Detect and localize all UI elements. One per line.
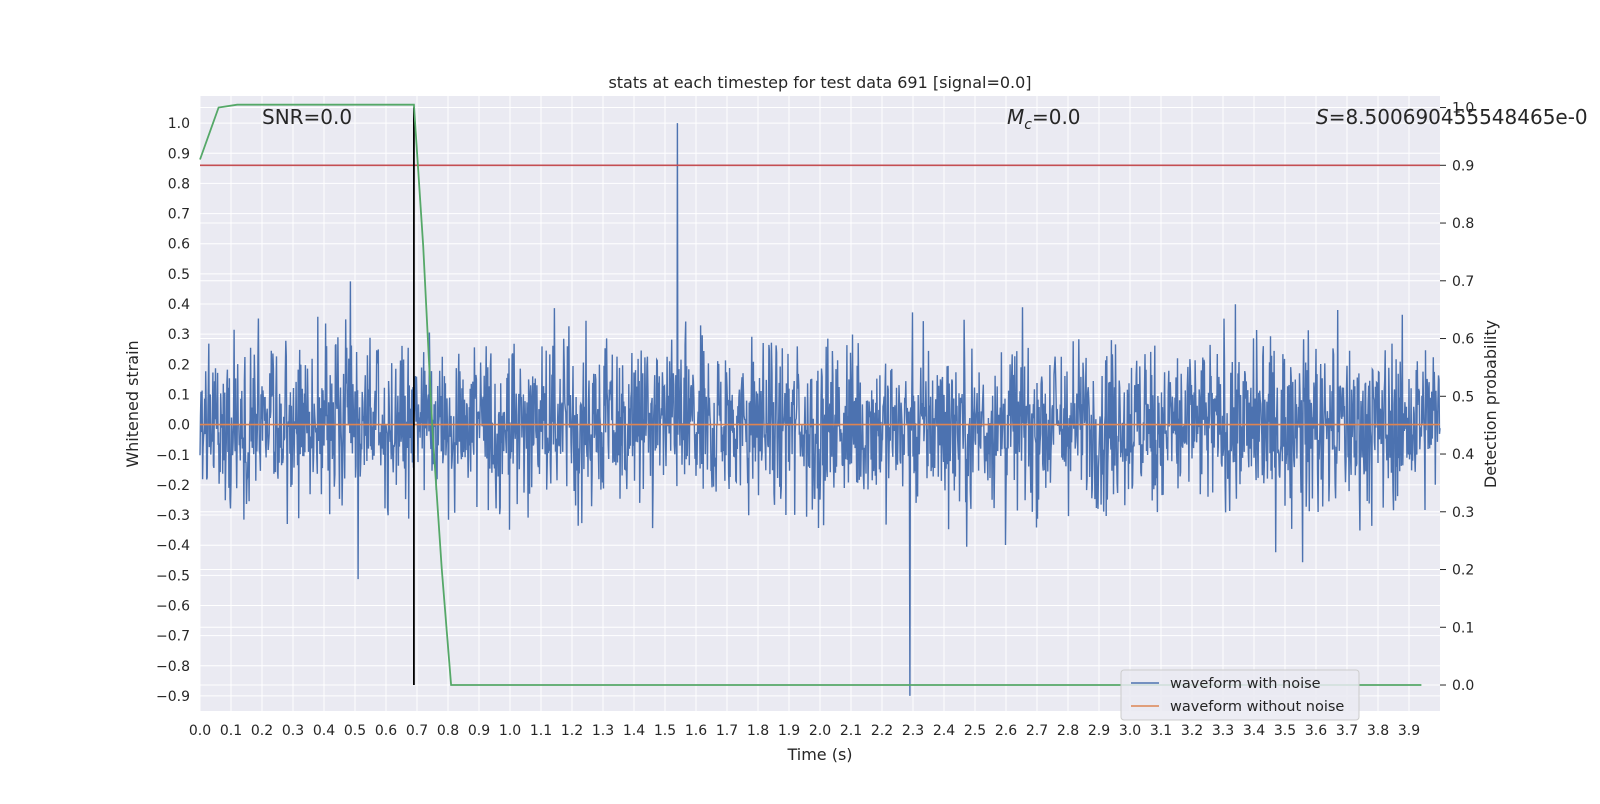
y-left-tick-label: −0.6 <box>156 598 190 614</box>
x-tick-label: 0.6 <box>375 723 397 739</box>
x-tick-label: 3.7 <box>1336 723 1358 739</box>
x-tick-label: 1.9 <box>778 723 800 739</box>
x-tick-label: 3.0 <box>1119 723 1141 739</box>
y-left-tick-label: 0.2 <box>168 357 190 373</box>
legend-label-noise: waveform with noise <box>1170 676 1321 692</box>
s-annotation: S=8.500690455548465e-0 <box>1316 105 1588 129</box>
x-tick-label: 0.0 <box>189 723 211 739</box>
y-right-tick-label: 0.4 <box>1452 447 1474 463</box>
legend-box <box>1120 669 1360 721</box>
x-tick-label: 2.2 <box>871 723 893 739</box>
mc-annotation: Mc=0.0 <box>1007 105 1081 133</box>
x-tick-label: 3.1 <box>1150 723 1172 739</box>
mc-subscript: c <box>1024 117 1032 133</box>
y-axis-left-ticks: 1.0 0.9 0.8 0.7 0.6 0.5 0.4 0.3 0.2 0.1 0.0 −0.1 −0.… <box>156 116 190 705</box>
x-tick-label: 1.2 <box>561 723 583 739</box>
x-tick-label: 0.7 <box>406 723 428 739</box>
x-tick-label: 0.3 <box>282 723 304 739</box>
y-left-tick-label: −0.7 <box>156 629 190 645</box>
x-tick-label: 2.7 <box>1026 723 1048 739</box>
x-axis-ticks: 0.0 0.1 0.2 0.3 0.4 0.5 0.6 0.7 0.8 0.9 1.0 1.1 1.2 1… <box>189 723 1420 739</box>
x-tick-label: 3.6 <box>1305 723 1327 739</box>
series-waveform-with-noise <box>199 123 1441 696</box>
x-tick-label: 2.8 <box>1057 723 1079 739</box>
x-tick-label: 1.8 <box>747 723 769 739</box>
y-left-tick-label: 0.4 <box>168 297 190 313</box>
y-left-tick-label: −0.5 <box>156 568 190 584</box>
y-left-tick-label: 0.1 <box>168 387 190 403</box>
mc-value: =0.0 <box>1032 105 1081 129</box>
x-tick-label: 0.5 <box>344 723 366 739</box>
y-right-tick-label: 0.1 <box>1452 620 1474 636</box>
y-left-tick-label: −0.2 <box>156 478 190 494</box>
y-left-tick-label: −0.9 <box>156 689 190 705</box>
y-right-tick-label: 0.9 <box>1452 158 1474 174</box>
grid-lines <box>199 96 1440 711</box>
series-detection-probability <box>199 103 1422 686</box>
y-axis-right-label: Detection probability <box>1481 320 1500 488</box>
x-tick-label: 1.7 <box>716 723 738 739</box>
y-left-tick-label: 0.9 <box>168 146 190 162</box>
probability-line <box>199 103 1422 686</box>
x-tick-label: 2.4 <box>933 723 955 739</box>
y-left-tick-label: 1.0 <box>168 116 190 132</box>
noise-waveform-line <box>199 123 1441 696</box>
x-tick-label: 3.3 <box>1212 723 1234 739</box>
x-tick-label: 3.9 <box>1398 723 1420 739</box>
y-left-tick-label: 0.3 <box>168 327 190 343</box>
x-tick-label: 1.0 <box>499 723 521 739</box>
y-left-tick-label: −0.3 <box>156 508 190 524</box>
y-left-tick-label: 0.8 <box>168 176 190 192</box>
y-axis-right-ticks: 1.0 0.9 0.8 0.7 0.6 0.5 0.4 0.3 0.2 0.1 0.0 <box>1440 101 1474 694</box>
legend-label-clean: waveform without noise <box>1170 699 1344 715</box>
x-tick-label: 2.6 <box>995 723 1017 739</box>
x-tick-label: 0.1 <box>220 723 242 739</box>
y-left-tick-label: −0.1 <box>156 448 190 464</box>
x-tick-label: 3.2 <box>1181 723 1203 739</box>
x-tick-label: 0.2 <box>251 723 273 739</box>
x-tick-label: 1.1 <box>530 723 552 739</box>
overlay-lines <box>200 107 1440 686</box>
y-left-tick-label: 0.6 <box>168 237 190 253</box>
y-right-tick-label: 0.5 <box>1452 389 1474 405</box>
y-axis-left-label: Whitened strain <box>123 340 142 467</box>
snr-annotation: SNR=0.0 <box>262 105 352 129</box>
x-tick-label: 1.3 <box>592 723 614 739</box>
y-right-tick-label: 1.0 <box>1452 101 1474 117</box>
chart-title: stats at each timestep for test data 691… <box>608 73 1031 92</box>
x-tick-label: 2.5 <box>964 723 986 739</box>
y-right-tick-label: 0.8 <box>1452 216 1474 232</box>
x-tick-label: 2.3 <box>902 723 924 739</box>
legend: waveform with noise waveform without noi… <box>1120 669 1360 721</box>
y-left-tick-label: −0.4 <box>156 538 190 554</box>
x-tick-label: 3.4 <box>1243 723 1265 739</box>
y-left-tick-label: 0.5 <box>168 267 190 283</box>
mc-symbol: M <box>1007 105 1024 129</box>
y-right-tick-label: 0.6 <box>1452 332 1474 348</box>
x-tick-label: 3.5 <box>1274 723 1296 739</box>
x-axis-label: Time (s) <box>786 745 852 764</box>
y-right-tick-label: 0.0 <box>1452 678 1474 694</box>
x-tick-label: 1.6 <box>685 723 707 739</box>
y-right-tick-label: 0.2 <box>1452 563 1474 579</box>
x-tick-label: 0.4 <box>313 723 335 739</box>
s-symbol: S <box>1316 105 1329 129</box>
x-tick-label: 2.9 <box>1088 723 1110 739</box>
x-tick-label: 3.8 <box>1367 723 1389 739</box>
y-right-tick-label: 0.3 <box>1452 505 1474 521</box>
x-tick-label: 2.0 <box>809 723 831 739</box>
x-tick-label: 1.4 <box>623 723 645 739</box>
y-left-tick-label: 0.0 <box>168 418 190 434</box>
y-left-tick-label: 0.7 <box>168 207 190 223</box>
s-value: =8.500690455548465e-0 <box>1329 105 1588 129</box>
x-tick-label: 0.8 <box>437 723 459 739</box>
x-tick-label: 2.1 <box>840 723 862 739</box>
y-right-tick-label: 0.7 <box>1452 274 1474 290</box>
x-tick-label: 1.5 <box>654 723 676 739</box>
x-tick-label: 0.9 <box>468 723 490 739</box>
y-left-tick-label: −0.8 <box>156 659 190 675</box>
